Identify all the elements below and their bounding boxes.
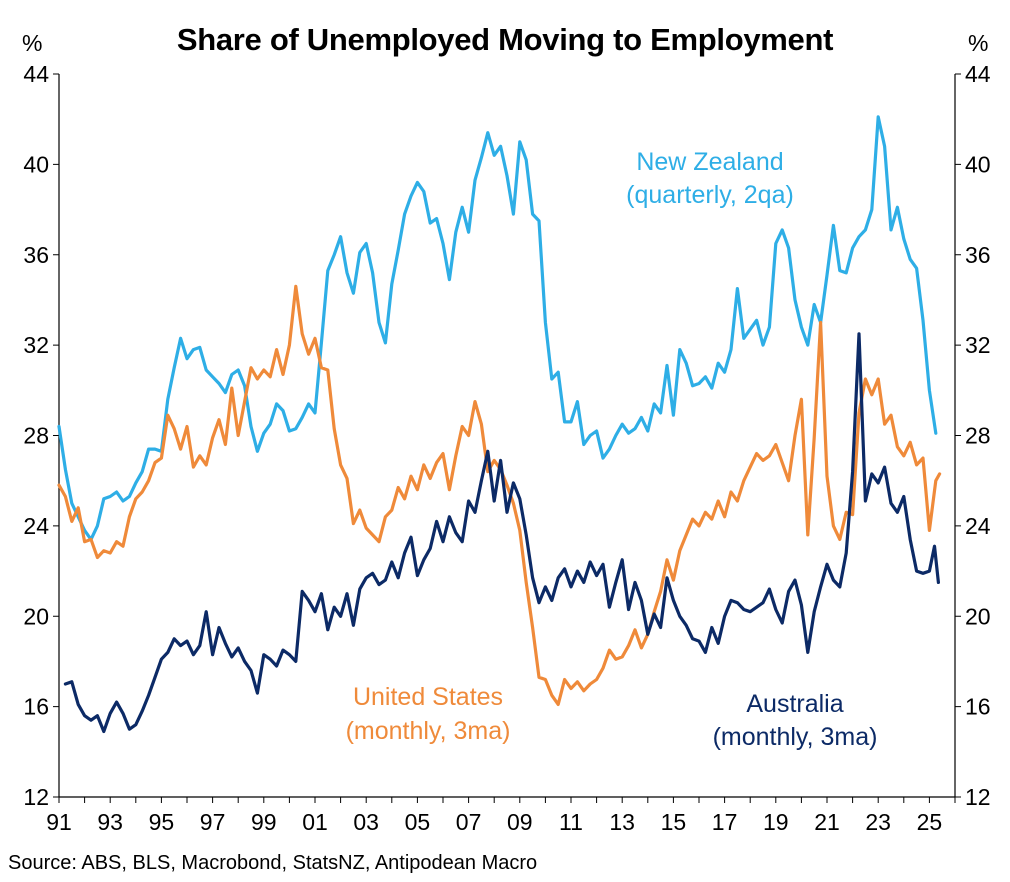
australia-line — [63, 332, 940, 734]
y-tick-label-left: 24 — [23, 513, 49, 539]
nz-label: New Zealand — [636, 148, 783, 176]
series-lines — [57, 115, 942, 734]
x-tick-label: 07 — [456, 809, 482, 835]
y-tick-label-right: 28 — [965, 423, 991, 449]
x-tick-label: 25 — [917, 809, 943, 835]
au-label: Australia — [746, 690, 843, 718]
chart-title: Share of Unemployed Moving to Employment — [176, 22, 834, 57]
series-annotations: New Zealand (quarterly, 2qa) United Stat… — [346, 148, 878, 751]
y-tick-label-left: 12 — [23, 784, 49, 810]
x-tick-label: 99 — [251, 809, 277, 835]
x-tick-label: 21 — [814, 809, 840, 835]
y-tick-label-right: 16 — [965, 694, 991, 720]
right-axis-unit: % — [968, 30, 989, 56]
y-tick-label-left: 44 — [23, 61, 49, 87]
x-tick-label: 97 — [200, 809, 226, 835]
y-tick-label-left: 32 — [23, 332, 49, 358]
y-tick-label-left: 28 — [23, 423, 49, 449]
y-tick-label-right: 40 — [965, 151, 991, 177]
us-label-note: (monthly, 3ma) — [346, 717, 511, 745]
nz-label-note: (quarterly, 2qa) — [626, 181, 794, 209]
y-tick-label-right: 20 — [965, 603, 991, 629]
y-tick-label-right: 36 — [965, 242, 991, 268]
x-tick-label: 23 — [865, 809, 891, 835]
x-tick-label: 11 — [559, 809, 583, 835]
x-tick-label: 09 — [507, 809, 533, 835]
x-tick-label: 91 — [46, 809, 72, 835]
new-zealand-line — [57, 115, 938, 541]
y-tick-label-right: 32 — [965, 332, 991, 358]
x-tick-label: 01 — [302, 809, 328, 835]
x-tick-label: 17 — [712, 809, 738, 835]
y-tick-label-left: 36 — [23, 242, 49, 268]
x-tick-label: 05 — [405, 809, 431, 835]
y-tick-label-right: 44 — [965, 61, 991, 87]
y-tick-label-right: 24 — [965, 513, 991, 539]
x-tick-label: 03 — [353, 809, 379, 835]
left-axis-unit: % — [22, 30, 43, 56]
y-tick-label-left: 16 — [23, 694, 49, 720]
source-note: Source: ABS, BLS, Macrobond, StatsNZ, An… — [8, 852, 538, 874]
x-tick-label: 19 — [763, 809, 789, 835]
y-tick-label-left: 40 — [23, 151, 49, 177]
x-tick-label: 93 — [97, 809, 123, 835]
x-tick-label: 95 — [149, 809, 175, 835]
x-tick-label: 13 — [609, 809, 635, 835]
us-label: United States — [353, 683, 503, 711]
y-tick-label-right: 12 — [965, 784, 991, 810]
axes: 12 12 16 16 20 20 24 24 28 28 32 32 36 36 40 40 44 44 91 93… — [23, 61, 990, 835]
x-tick-label: 15 — [661, 809, 687, 835]
y-tick-label-left: 20 — [23, 603, 49, 629]
au-label-note: (monthly, 3ma) — [713, 723, 878, 751]
